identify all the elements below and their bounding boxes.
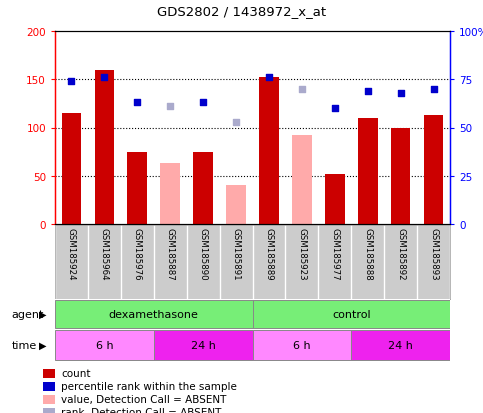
Text: percentile rank within the sample: percentile rank within the sample xyxy=(61,382,237,392)
Text: GSM185964: GSM185964 xyxy=(100,228,109,280)
Text: GSM185976: GSM185976 xyxy=(133,228,142,280)
Text: control: control xyxy=(332,309,370,319)
Text: GSM185891: GSM185891 xyxy=(231,228,241,280)
Bar xyxy=(128,152,147,224)
Text: 6 h: 6 h xyxy=(96,340,113,350)
Point xyxy=(133,100,141,107)
Bar xyxy=(253,300,450,329)
Point xyxy=(331,106,339,112)
Bar xyxy=(193,152,213,224)
Text: GSM185977: GSM185977 xyxy=(330,228,339,280)
Bar xyxy=(43,369,55,378)
Text: GSM185924: GSM185924 xyxy=(67,228,76,280)
Text: 6 h: 6 h xyxy=(293,340,311,350)
Text: time: time xyxy=(12,340,37,350)
Bar xyxy=(154,330,253,361)
Text: GSM185923: GSM185923 xyxy=(298,228,306,280)
Bar xyxy=(55,330,154,361)
Text: count: count xyxy=(61,369,91,379)
Bar xyxy=(424,116,443,224)
Point xyxy=(68,79,75,85)
Bar xyxy=(391,128,411,224)
Text: value, Detection Call = ABSENT: value, Detection Call = ABSENT xyxy=(61,394,227,404)
Text: ▶: ▶ xyxy=(39,309,47,319)
Bar xyxy=(43,382,55,391)
Bar xyxy=(43,395,55,404)
Text: GSM185892: GSM185892 xyxy=(396,228,405,280)
Bar xyxy=(43,408,55,413)
Point xyxy=(100,75,108,81)
Point xyxy=(232,119,240,126)
Point xyxy=(298,86,306,93)
Text: GDS2802 / 1438972_x_at: GDS2802 / 1438972_x_at xyxy=(157,5,326,18)
Text: rank, Detection Call = ABSENT: rank, Detection Call = ABSENT xyxy=(61,408,222,413)
Bar xyxy=(62,114,81,224)
Bar xyxy=(253,330,351,361)
Bar xyxy=(226,186,246,224)
Text: GSM185890: GSM185890 xyxy=(199,228,208,280)
Bar xyxy=(351,330,450,361)
Bar xyxy=(358,119,378,224)
Bar xyxy=(160,164,180,224)
Point xyxy=(364,88,371,95)
Text: GSM185888: GSM185888 xyxy=(363,228,372,280)
Bar xyxy=(95,71,114,224)
Text: dexamethasone: dexamethasone xyxy=(109,309,199,319)
Bar xyxy=(259,78,279,224)
Text: agent: agent xyxy=(12,309,44,319)
Bar xyxy=(325,174,345,224)
Text: 24 h: 24 h xyxy=(388,340,413,350)
Text: GSM185893: GSM185893 xyxy=(429,228,438,280)
Text: ▶: ▶ xyxy=(39,340,47,350)
Text: 24 h: 24 h xyxy=(191,340,215,350)
Point xyxy=(265,75,273,81)
Point xyxy=(397,90,404,97)
Point xyxy=(430,86,438,93)
Bar xyxy=(292,136,312,224)
Point xyxy=(199,100,207,107)
Bar xyxy=(55,300,253,329)
Text: GSM185887: GSM185887 xyxy=(166,228,175,280)
Text: GSM185889: GSM185889 xyxy=(265,228,273,280)
Point xyxy=(166,104,174,110)
